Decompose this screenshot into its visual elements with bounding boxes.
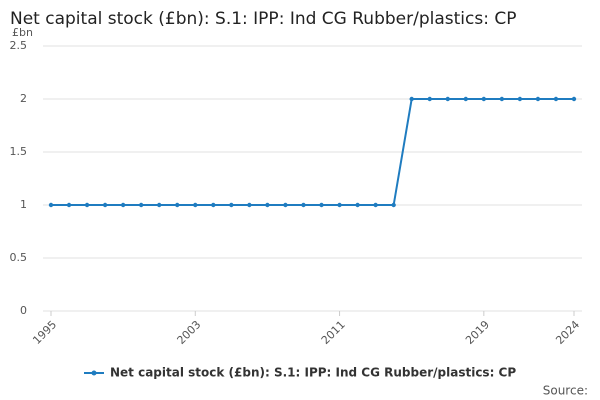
point	[481, 96, 487, 102]
y-tick-label: 1.5	[10, 145, 28, 158]
point	[120, 202, 126, 208]
point	[301, 202, 306, 208]
chart-title: Net capital stock (£bn): S.1: IPP: Ind C…	[10, 9, 516, 29]
point	[427, 96, 432, 102]
point	[571, 96, 577, 102]
point	[265, 202, 270, 208]
point	[48, 202, 54, 208]
point	[66, 202, 72, 208]
y-tick-label: 2.5	[10, 39, 28, 52]
point	[337, 202, 342, 208]
y-tick-label: 0	[20, 304, 27, 317]
legend-marker	[91, 370, 97, 376]
y-unit: £bn	[12, 26, 33, 39]
point	[319, 202, 324, 208]
point	[247, 202, 252, 208]
point	[517, 96, 523, 102]
point	[355, 202, 360, 208]
x-tick-label: 2003	[175, 318, 204, 347]
point	[157, 202, 162, 208]
x-tick-label: 2024	[553, 318, 582, 347]
point	[499, 96, 505, 102]
point	[102, 202, 108, 208]
y-tick-label: 0.5	[10, 251, 28, 264]
point	[211, 202, 216, 208]
x-tick-label: 1995	[30, 318, 59, 347]
point	[445, 96, 450, 102]
point	[373, 202, 378, 208]
point	[229, 202, 234, 208]
point	[175, 202, 180, 208]
y-tick-label: 1	[20, 198, 27, 211]
point	[138, 202, 144, 208]
point	[535, 96, 541, 102]
x-tick-label: 2011	[319, 318, 348, 347]
point	[409, 96, 414, 102]
x-tick-label: 2019	[463, 318, 492, 347]
point	[283, 202, 288, 208]
point	[391, 202, 396, 208]
point	[193, 202, 198, 208]
line	[51, 98, 574, 206]
point	[463, 96, 468, 102]
legend-label: Net capital stock (£bn): S.1: IPP: Ind C…	[110, 366, 516, 380]
point	[84, 202, 90, 208]
y-tick-label: 2	[20, 92, 27, 105]
source: Source:	[543, 384, 588, 398]
point	[553, 96, 559, 102]
